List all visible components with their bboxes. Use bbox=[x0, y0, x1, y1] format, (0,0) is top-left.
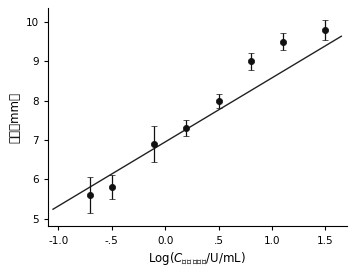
Y-axis label: 长度（mm）: 长度（mm） bbox=[8, 92, 21, 143]
X-axis label: Log($C_{\mathregular{碱性\ 磷酸酶}}$/U/mL): Log($C_{\mathregular{碱性\ 磷酸酶}}$/U/mL) bbox=[148, 250, 246, 267]
